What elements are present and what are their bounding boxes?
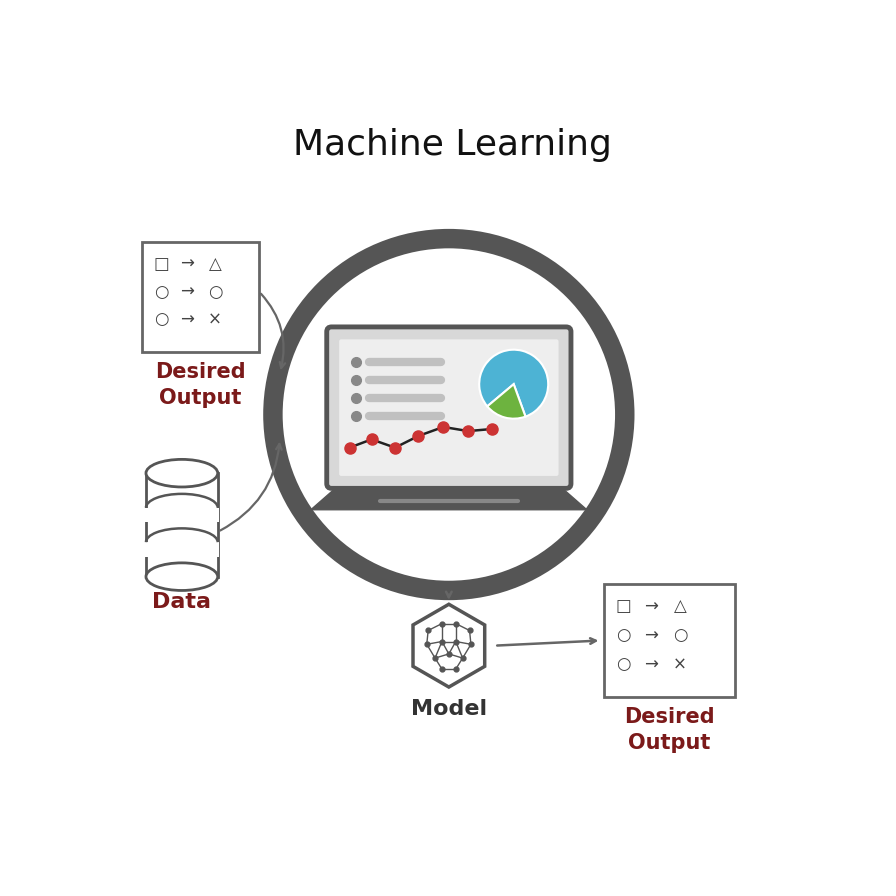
Wedge shape [479, 349, 548, 417]
Text: ○: ○ [616, 655, 631, 673]
Ellipse shape [146, 460, 218, 487]
Text: Model: Model [410, 700, 487, 719]
Text: Desired: Desired [155, 362, 246, 382]
Text: ×: × [208, 310, 222, 328]
Text: ○: ○ [616, 626, 631, 644]
Text: →: → [644, 655, 658, 673]
Text: Output: Output [159, 388, 242, 409]
Text: □: □ [616, 598, 632, 616]
FancyBboxPatch shape [604, 583, 735, 697]
Bar [144, 508, 220, 522]
Wedge shape [487, 384, 525, 418]
Text: Desired: Desired [625, 707, 715, 727]
Polygon shape [311, 490, 587, 510]
Text: →: → [180, 310, 194, 328]
Polygon shape [413, 604, 485, 687]
FancyBboxPatch shape [142, 242, 259, 352]
Text: →: → [644, 598, 658, 616]
Bar [146, 473, 218, 577]
Text: →: → [644, 626, 658, 644]
Text: ×: × [673, 655, 687, 673]
Text: ○: ○ [673, 626, 687, 644]
Text: ○: ○ [208, 283, 222, 301]
Text: ○: ○ [154, 310, 168, 328]
Text: Data: Data [152, 592, 211, 612]
Bar [144, 542, 220, 556]
FancyBboxPatch shape [340, 340, 558, 476]
FancyBboxPatch shape [327, 327, 571, 488]
Text: □: □ [153, 255, 169, 273]
Text: →: → [180, 255, 194, 273]
Text: Output: Output [628, 733, 711, 754]
Text: △: △ [209, 255, 221, 273]
Ellipse shape [146, 563, 218, 590]
Text: ○: ○ [154, 283, 168, 301]
Text: →: → [180, 283, 194, 301]
Text: △: △ [674, 598, 686, 616]
Text: Machine Learning: Machine Learning [293, 128, 612, 162]
